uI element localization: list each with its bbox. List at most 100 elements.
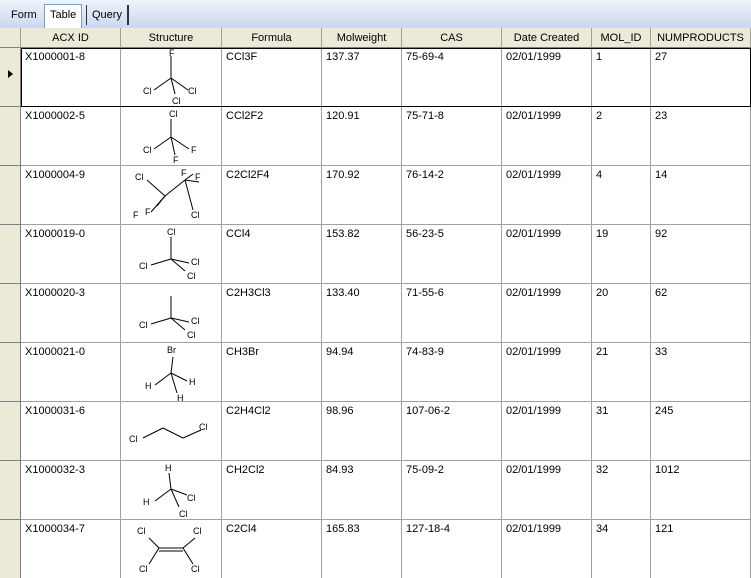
svg-text:Cl: Cl [135,172,144,182]
cell-molweight[interactable]: 170.92 [322,166,402,225]
cell-cas[interactable]: 71-55-6 [402,284,502,343]
row-selector[interactable] [0,461,21,520]
cell-date-created[interactable]: 02/01/1999 [502,225,592,284]
cell-numproducts[interactable]: 23 [651,107,751,166]
cell-numproducts[interactable]: 92 [651,225,751,284]
cell-date-created[interactable]: 02/01/1999 [502,284,592,343]
row-selector[interactable] [0,166,21,225]
cell-formula[interactable]: C2Cl2F4 [222,166,322,225]
cell-formula[interactable]: CCl4 [222,225,322,284]
svg-text:Cl: Cl [172,96,181,106]
cell-molweight[interactable]: 84.93 [322,461,402,520]
cell-mol-id[interactable]: 32 [592,461,651,520]
column-header-numproducts[interactable]: NUMPRODUCTS [651,28,751,48]
cell-mol-id[interactable]: 4 [592,166,651,225]
svg-text:Cl: Cl [187,493,196,503]
cell-mol-id[interactable]: 21 [592,343,651,402]
cell-numproducts[interactable]: 27 [651,48,751,107]
cell-cas[interactable]: 127-18-4 [402,520,502,578]
svg-text:F: F [169,48,175,58]
cell-cas[interactable]: 75-71-8 [402,107,502,166]
cell-mol-id[interactable]: 19 [592,225,651,284]
cell-numproducts[interactable]: 14 [651,166,751,225]
cell-molweight[interactable]: 94.94 [322,343,402,402]
cell-date-created[interactable]: 02/01/1999 [502,343,592,402]
row-selector[interactable] [0,520,21,578]
cell-mol-id[interactable]: 20 [592,284,651,343]
cell-numproducts[interactable]: 245 [651,402,751,461]
cell-date-created[interactable]: 02/01/1999 [502,166,592,225]
cell-formula[interactable]: C2H4Cl2 [222,402,322,461]
row-selector[interactable] [0,48,21,107]
structure-drawing-dichlorotetrafluoroethane: Cl F F F F Cl [121,166,222,225]
column-header-cas[interactable]: CAS [402,28,502,48]
cell-formula[interactable]: C2H3Cl3 [222,284,322,343]
cell-date-created[interactable]: 02/01/1999 [502,107,592,166]
cell-acx-id[interactable]: X1000020-3 [21,284,121,343]
svg-text:F: F [191,145,197,155]
cell-date-created[interactable]: 02/01/1999 [502,520,592,578]
cell-numproducts[interactable]: 1012 [651,461,751,520]
svg-text:Cl: Cl [188,86,197,96]
data-grid: ACX ID Structure Formula Molweight CAS D… [0,28,751,578]
row-selector[interactable] [0,225,21,284]
svg-text:Cl: Cl [137,526,146,536]
cell-molweight[interactable]: 153.82 [322,225,402,284]
column-header-mol-id[interactable]: MOL_ID [592,28,651,48]
cell-molweight[interactable]: 120.91 [322,107,402,166]
cell-molweight[interactable]: 165.83 [322,520,402,578]
row-selector[interactable] [0,402,21,461]
cell-mol-id[interactable]: 2 [592,107,651,166]
cell-date-created[interactable]: 02/01/1999 [502,402,592,461]
cell-numproducts[interactable]: 33 [651,343,751,402]
cell-molweight[interactable]: 133.40 [322,284,402,343]
svg-text:Cl: Cl [191,210,200,220]
svg-text:Cl: Cl [139,320,148,330]
structure-drawing-trichlorofluoromethane: F Cl Cl Cl [121,48,222,107]
column-header-acx-id[interactable]: ACX ID [21,28,121,48]
column-header-formula[interactable]: Formula [222,28,322,48]
cell-cas[interactable]: 56-23-5 [402,225,502,284]
tab-query[interactable]: Query [86,5,129,25]
cell-date-created[interactable]: 02/01/1999 [502,461,592,520]
row-selector[interactable] [0,343,21,402]
cell-mol-id[interactable]: 34 [592,520,651,578]
cell-numproducts[interactable]: 62 [651,284,751,343]
cell-formula[interactable]: CCl3F [222,48,322,107]
cell-formula[interactable]: CH2Cl2 [222,461,322,520]
cell-acx-id[interactable]: X1000032-3 [21,461,121,520]
tab-form[interactable]: Form [11,9,37,21]
cell-numproducts[interactable]: 121 [651,520,751,578]
cell-molweight[interactable]: 137.37 [322,48,402,107]
row-selector[interactable] [0,284,21,343]
cell-acx-id[interactable]: X1000019-0 [21,225,121,284]
cell-cas[interactable]: 74-83-9 [402,343,502,402]
tab-table[interactable]: Table [44,4,83,28]
column-header-molweight[interactable]: Molweight [322,28,402,48]
cell-formula[interactable]: C2Cl4 [222,520,322,578]
cell-cas[interactable]: 107-06-2 [402,402,502,461]
svg-text:Cl: Cl [167,227,176,237]
column-header-structure[interactable]: Structure [121,28,222,48]
cell-formula[interactable]: CH3Br [222,343,322,402]
cell-cas[interactable]: 75-69-4 [402,48,502,107]
cell-acx-id[interactable]: X1000034-7 [21,520,121,578]
cell-cas[interactable]: 76-14-2 [402,166,502,225]
svg-text:Cl: Cl [179,509,188,519]
row-selector[interactable] [0,107,21,166]
cell-date-created[interactable]: 02/01/1999 [502,48,592,107]
cell-acx-id[interactable]: X1000031-6 [21,402,121,461]
cell-mol-id[interactable]: 1 [592,48,651,107]
cell-cas[interactable]: 75-09-2 [402,461,502,520]
cell-acx-id[interactable]: X1000021-0 [21,343,121,402]
svg-text:Cl: Cl [139,261,148,271]
structure-drawing-dichlorodifluoromethane: Cl Cl F F [121,107,222,166]
cell-mol-id[interactable]: 31 [592,402,651,461]
cell-formula[interactable]: CCl2F2 [222,107,322,166]
cell-acx-id[interactable]: X1000002-5 [21,107,121,166]
view-tab-bar: Form Table Query [0,0,751,29]
column-header-date-created[interactable]: Date Created [502,28,592,48]
cell-acx-id[interactable]: X1000001-8 [21,48,121,107]
cell-acx-id[interactable]: X1000004-9 [21,166,121,225]
cell-molweight[interactable]: 98.96 [322,402,402,461]
